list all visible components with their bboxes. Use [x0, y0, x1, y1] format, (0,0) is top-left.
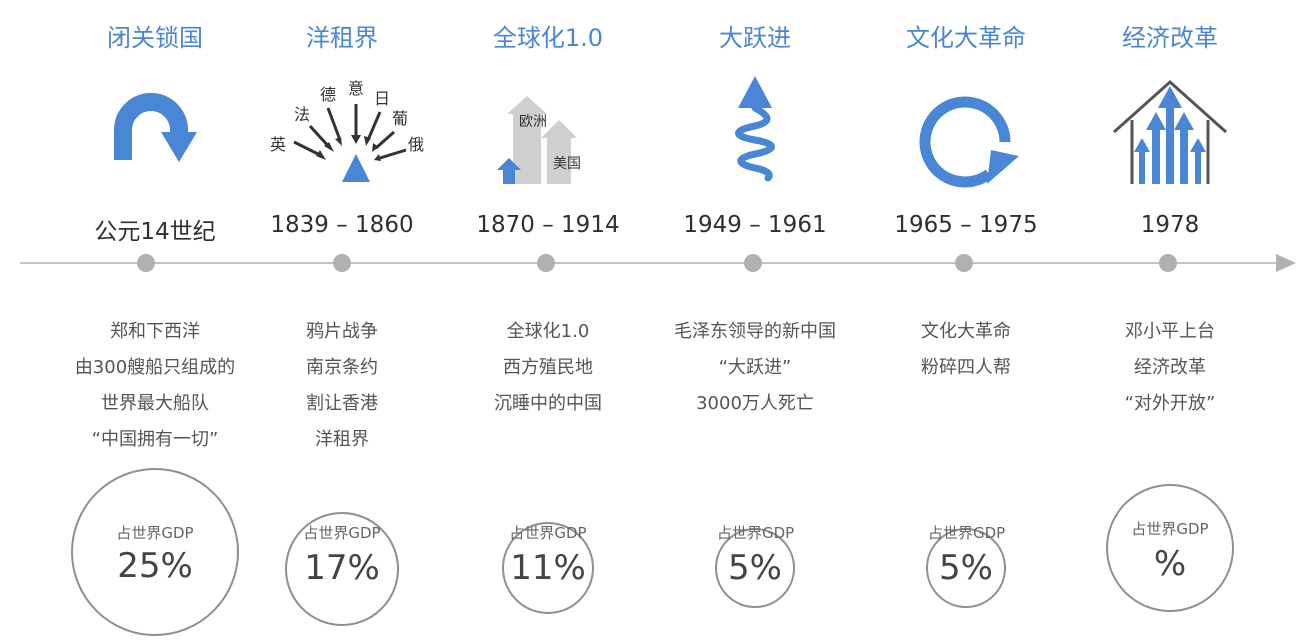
gdp-label: 占世界GDP [509, 524, 587, 542]
era-date: 公元14世纪 [94, 219, 216, 245]
timeline-dot [537, 254, 555, 272]
timeline-dot [137, 254, 155, 272]
description-line: 经济改革 [1134, 357, 1206, 378]
era-title: 洋租界 [306, 24, 378, 52]
era-title: 大跃进 [719, 24, 791, 52]
era-description: 毛泽东领导的新中国 “大跃进” 3000万人死亡 [650, 314, 860, 422]
gdp-share-circle: 占世界GDP 17% [285, 512, 399, 626]
era-title: 全球化1.0 [492, 24, 604, 52]
power-label: 俄 [408, 135, 424, 154]
power-label: 意 [348, 79, 364, 98]
spiral-up-arrow-icon [710, 72, 800, 186]
era-description: 鸦片战争 南京条约 割让香港 洋租界 [237, 314, 447, 458]
era-column-globalization: 全球化1.0 欧洲 美国 1870 – 1914 全球化1.0 西方殖民地 沉睡… [443, 0, 653, 640]
timeline-dot [744, 254, 762, 272]
growth-bars-icon: 欧洲 美国 [493, 92, 603, 196]
era-description: 邓小平上台 经济改革 “对外开放” [1065, 314, 1275, 422]
power-label: 英 [270, 135, 286, 154]
era-description: 郑和下西洋 由300艘船只组成的 世界最大船队 “中国拥有一切” [50, 314, 260, 458]
gdp-value: 11% [510, 548, 586, 588]
description-line: 3000万人死亡 [696, 393, 814, 414]
era-date: 1949 – 1961 [683, 212, 827, 238]
description-line: 鸦片战争 [306, 321, 378, 342]
era-title: 闭关锁国 [107, 24, 203, 52]
era-date: 1965 – 1975 [894, 212, 1038, 238]
era-title: 经济改革 [1122, 24, 1218, 52]
converging-powers-icon: 英 法 德 意 日 葡 俄 [252, 72, 432, 196]
description-line: “大跃进” [718, 357, 792, 378]
gdp-share-circle: 占世界GDP 11% [502, 522, 594, 614]
u-turn-arrow-icon [105, 78, 205, 182]
description-line: 南京条约 [306, 357, 378, 378]
description-line: 粉碎四人帮 [921, 357, 1011, 378]
gdp-share-circle: 占世界GDP % [1106, 484, 1234, 612]
description-line: 邓小平上台 [1125, 321, 1215, 342]
description-line: 洋租界 [315, 429, 369, 450]
description-line: 西方殖民地 [503, 357, 593, 378]
house-growth-arrows-icon [1108, 76, 1232, 192]
era-column-seclusion: 闭关锁国 公元14世纪 郑和下西洋 由300艘船只组成的 世界最大船队 “中国拥… [50, 0, 260, 640]
power-label: 法 [294, 105, 310, 124]
gdp-value: 5% [939, 548, 993, 588]
timeline-dot [955, 254, 973, 272]
description-line: 文化大革命 [921, 321, 1011, 342]
description-line: 郑和下西洋 [110, 321, 200, 342]
power-label: 德 [320, 85, 336, 104]
era-date: 1870 – 1914 [476, 212, 620, 238]
gdp-share-circle: 占世界GDP 5% [715, 524, 795, 608]
gdp-label: 占世界GDP [717, 524, 795, 542]
description-line: 割让香港 [306, 393, 378, 414]
era-date: 1978 [1140, 212, 1200, 238]
gdp-value: 5% [728, 548, 782, 588]
power-label: 日 [374, 89, 390, 108]
gdp-share-circle: 占世界GDP 25% [71, 468, 239, 636]
era-column-concessions: 洋租界 英 法 德 意 日 葡 俄 [237, 0, 447, 640]
axis-arrowhead [1276, 254, 1296, 272]
era-title: 文化大革命 [906, 24, 1026, 52]
description-line: 由300艘船只组成的 [74, 357, 236, 378]
gdp-label: 占世界GDP [1131, 520, 1209, 538]
description-line: “中国拥有一切” [91, 429, 219, 450]
circular-arrow-icon [911, 86, 1021, 200]
gdp-value: 17% [304, 548, 380, 588]
description-line: 沉睡中的中国 [494, 393, 602, 414]
description-line: “对外开放” [1124, 393, 1216, 414]
gdp-label: 占世界GDP [928, 524, 1006, 542]
region-label: 美国 [553, 156, 581, 172]
description-line: 全球化1.0 [506, 321, 590, 342]
gdp-label: 占世界GDP [303, 524, 381, 542]
era-date: 1839 – 1860 [270, 212, 414, 238]
era-column-cultural-revolution: 文化大革命 1965 – 1975 文化大革命 粉碎四人帮 占世界GDP 5% [861, 0, 1071, 640]
era-column-great-leap: 大跃进 1949 – 1961 毛泽东领导的新中国 “大跃进” 3000万人死亡… [650, 0, 860, 640]
timeline-dot [1159, 254, 1177, 272]
gdp-value: % [1153, 544, 1187, 584]
gdp-value: 25% [117, 546, 193, 586]
gdp-share-circle: 占世界GDP 5% [926, 524, 1006, 608]
timeline-dot [333, 254, 351, 272]
era-description: 文化大革命 粉碎四人帮 [861, 314, 1071, 386]
region-label: 欧洲 [519, 114, 547, 130]
description-line: 毛泽东领导的新中国 [674, 321, 836, 342]
power-label: 葡 [392, 109, 408, 128]
era-description: 全球化1.0 西方殖民地 沉睡中的中国 [443, 314, 653, 422]
gdp-label: 占世界GDP [116, 524, 194, 542]
era-column-economic-reform: 经济改革 1978 邓小平上台 经济改革 “对外开放” 占世界GDP % [1065, 0, 1275, 640]
description-line: 世界最大船队 [101, 393, 209, 414]
